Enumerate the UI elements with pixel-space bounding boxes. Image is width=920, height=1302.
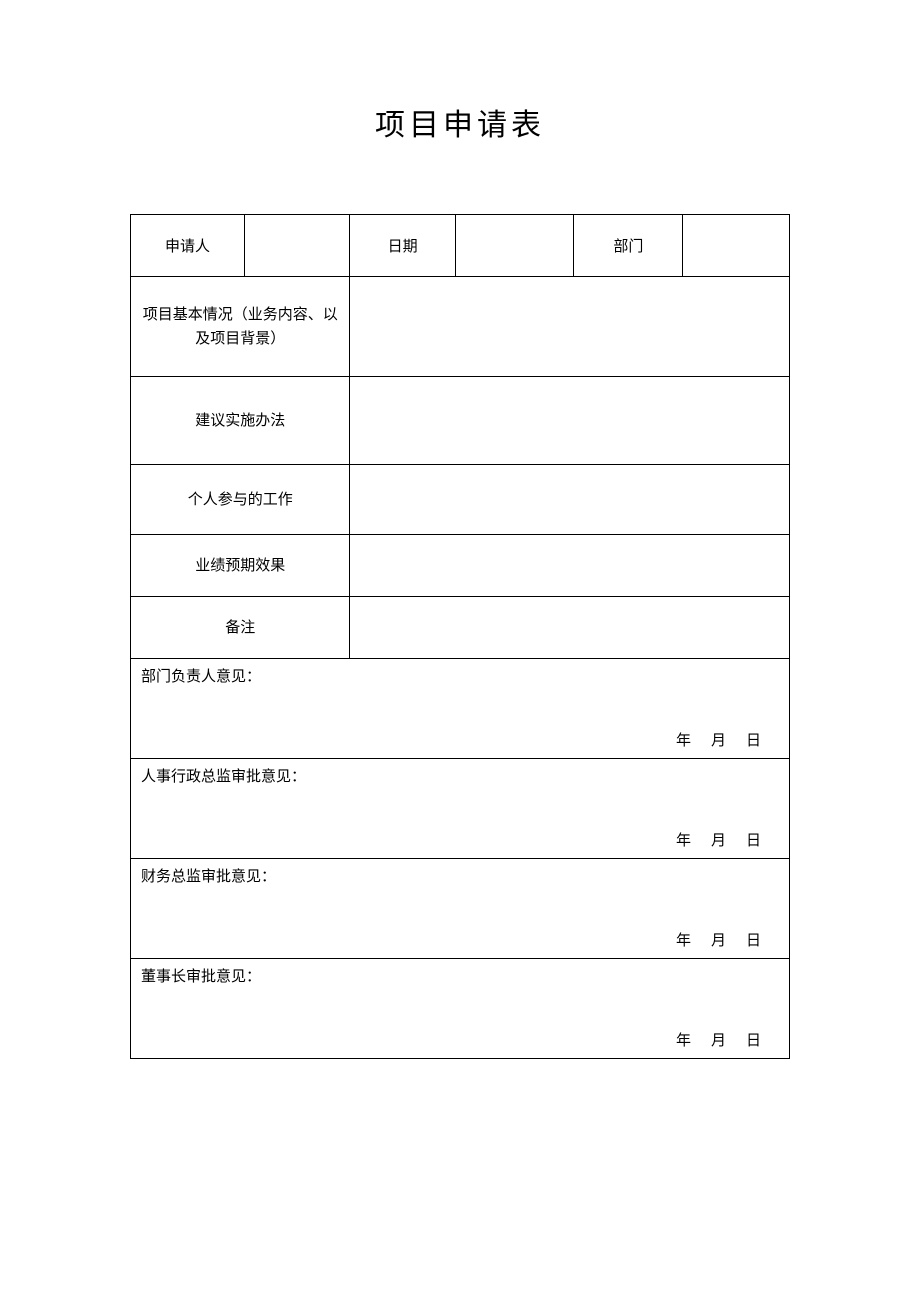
expected-result-label: 业绩预期效果: [131, 535, 350, 597]
document-title: 项目申请表: [130, 100, 790, 144]
hr-director-opinion-label: 人事行政总监审批意见：: [141, 765, 779, 786]
hr-director-opinion-cell: 人事行政总监审批意见： 年 月 日: [131, 759, 790, 859]
chairman-day: 日: [746, 1033, 761, 1049]
document-page: 项目申请表 申请人 日期 部门 项目基本情况（业务内容、以及项目背景） 建议实施…: [0, 0, 920, 1302]
department-label: 部门: [574, 215, 683, 277]
finance-director-day: 日: [746, 933, 761, 949]
form-table: 申请人 日期 部门 项目基本情况（业务内容、以及项目背景） 建议实施办法 个人参…: [130, 214, 790, 1059]
finance-director-year: 年: [676, 933, 691, 949]
applicant-value: [245, 215, 350, 277]
applicant-label: 申请人: [131, 215, 245, 277]
dept-head-year: 年: [676, 733, 691, 749]
note-label: 备注: [131, 597, 350, 659]
expected-result-row: 业绩预期效果: [131, 535, 790, 597]
chairman-opinion-cell: 董事长审批意见： 年 月 日: [131, 959, 790, 1059]
finance-director-opinion-row: 财务总监审批意见： 年 月 日: [131, 859, 790, 959]
chairman-opinion-row: 董事长审批意见： 年 月 日: [131, 959, 790, 1059]
dept-head-opinion-row: 部门负责人意见： 年 月 日: [131, 659, 790, 759]
dept-head-date-line: 年月日: [666, 729, 771, 750]
method-value: [350, 377, 790, 465]
expected-result-value: [350, 535, 790, 597]
department-value: [683, 215, 790, 277]
basic-info-row: 项目基本情况（业务内容、以及项目背景）: [131, 277, 790, 377]
hr-director-year: 年: [676, 833, 691, 849]
method-label: 建议实施办法: [131, 377, 350, 465]
chairman-opinion-label: 董事长审批意见：: [141, 965, 779, 986]
personal-work-value: [350, 465, 790, 535]
hr-director-month: 月: [711, 833, 726, 849]
hr-director-opinion-row: 人事行政总监审批意见： 年 月 日: [131, 759, 790, 859]
date-label: 日期: [350, 215, 455, 277]
hr-director-date-line: 年月日: [666, 829, 771, 850]
chairman-year: 年: [676, 1033, 691, 1049]
note-value: [350, 597, 790, 659]
method-row: 建议实施办法: [131, 377, 790, 465]
dept-head-month: 月: [711, 733, 726, 749]
personal-work-label: 个人参与的工作: [131, 465, 350, 535]
dept-head-opinion-label: 部门负责人意见：: [141, 665, 779, 686]
chairman-month: 月: [711, 1033, 726, 1049]
personal-work-row: 个人参与的工作: [131, 465, 790, 535]
header-row: 申请人 日期 部门: [131, 215, 790, 277]
hr-director-day: 日: [746, 833, 761, 849]
dept-head-day: 日: [746, 733, 761, 749]
chairman-date-line: 年月日: [666, 1029, 771, 1050]
date-value: [455, 215, 574, 277]
finance-director-opinion-label: 财务总监审批意见：: [141, 865, 779, 886]
finance-director-date-line: 年月日: [666, 929, 771, 950]
note-row: 备注: [131, 597, 790, 659]
basic-info-value: [350, 277, 790, 377]
finance-director-month: 月: [711, 933, 726, 949]
finance-director-opinion-cell: 财务总监审批意见： 年 月 日: [131, 859, 790, 959]
dept-head-opinion-cell: 部门负责人意见： 年 月 日: [131, 659, 790, 759]
basic-info-label: 项目基本情况（业务内容、以及项目背景）: [131, 277, 350, 377]
